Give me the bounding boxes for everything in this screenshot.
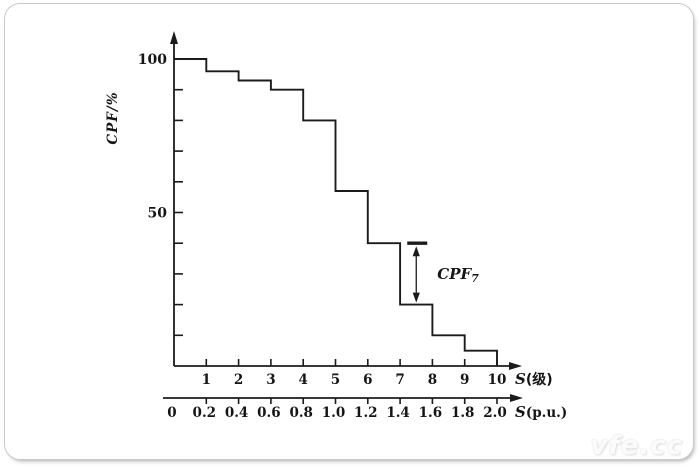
y-axis-arrow [170,31,178,44]
pu-tick-label: 0.6 [257,405,281,421]
x-tick-label: 2 [234,372,243,388]
x-tick-label: 5 [331,372,340,388]
x-tick-label: 3 [266,372,275,388]
step-curve [174,58,498,366]
pu-tick-label: 0.8 [289,405,313,421]
watermark: vfe.cc [590,431,683,461]
y-tick-label: 50 [148,206,168,222]
annotation-arrowhead-up [412,246,420,257]
x-tick-label: 1 [202,372,211,388]
pu-tick-label: 1.8 [451,405,475,421]
x-tick-label: 10 [488,372,507,388]
x-axis-title: S(级) [515,370,553,388]
annotation-label: CPF7 [437,265,479,285]
pu-tick-label: 0.2 [193,405,217,421]
x-tick-label: 7 [395,372,404,388]
pu-tick-label: 2.0 [483,405,507,421]
card-frame [4,3,694,460]
pu-tick-label: 1.0 [322,405,346,421]
pu-tick-label: 1.6 [419,405,443,421]
pu-axis-title: S(p.u.) [515,403,567,421]
x-tick-label: 6 [363,372,372,388]
pu-tick-label: 1.2 [354,405,378,421]
pu-axis-arrow [510,394,523,402]
x-tick-label: 9 [460,372,469,388]
x-axis-arrow [509,362,522,370]
pu-tick-label: 0 [167,405,176,421]
annotation-arrowhead-down [412,292,420,303]
pu-tick-label: 0.4 [225,405,249,421]
pu-tick-label: 1.4 [386,405,410,421]
x-tick-label: 8 [428,372,437,388]
x-tick-label: 4 [298,372,307,388]
y-axis-title: CPF/% [105,91,121,144]
y-tick-label: 100 [138,52,167,68]
